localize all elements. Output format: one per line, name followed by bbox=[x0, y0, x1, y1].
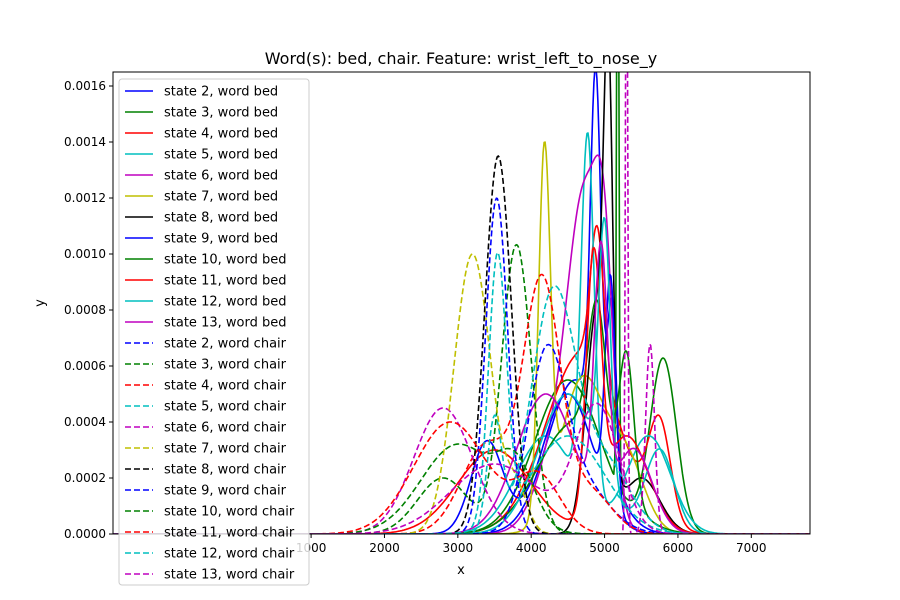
legend-entry: state 10, word chair bbox=[164, 505, 295, 520]
legend-entry: state 2, word chair bbox=[164, 337, 287, 352]
y-axis-label: y bbox=[33, 299, 48, 307]
x-tick-label: 6000 bbox=[663, 541, 694, 555]
legend-entry: state 9, word chair bbox=[164, 484, 287, 499]
legend-entry: state 6, word chair bbox=[164, 421, 287, 436]
series-line-8 bbox=[113, 273, 810, 534]
series-line-24 bbox=[113, 402, 810, 534]
legend-entry: state 11, word bed bbox=[164, 274, 286, 289]
legend-entry: state 6, word bed bbox=[164, 169, 278, 184]
legend-entry: state 4, word chair bbox=[164, 379, 287, 394]
y-tick-label: 0.0010 bbox=[64, 247, 106, 261]
y-tick-label: 0.0000 bbox=[64, 527, 106, 541]
legend-entry: state 12, word chair bbox=[164, 547, 295, 562]
legend: state 2, word bed state 3, word bed state … bbox=[118, 78, 310, 586]
y-tick-label: 0.0012 bbox=[64, 191, 106, 205]
legend-entry: state 3, word bed bbox=[164, 106, 278, 121]
legend-entry: state 8, word bed bbox=[164, 211, 278, 226]
legend-entry: state 3, word chair bbox=[164, 358, 287, 373]
legend-entry: state 5, word bed bbox=[164, 148, 278, 163]
series-line-14 bbox=[113, 243, 810, 534]
series-line-18 bbox=[113, 253, 810, 534]
x-axis-label: x bbox=[457, 563, 465, 578]
legend-entry: state 2, word bed bbox=[164, 85, 278, 100]
legend-entry: state 13, word chair bbox=[164, 568, 295, 583]
plot-frame bbox=[112, 71, 811, 535]
y-tick-label: 0.0014 bbox=[64, 135, 106, 149]
chart-title: Word(s): bed, chair. Feature: wrist_left… bbox=[265, 49, 657, 69]
series-line-17 bbox=[113, 72, 810, 534]
legend-entry: state 8, word chair bbox=[164, 463, 287, 478]
y-tick-label: 0.0002 bbox=[64, 471, 106, 485]
legend-entry: state 7, word bed bbox=[164, 190, 278, 205]
series-line-19 bbox=[113, 155, 810, 534]
x-tick-label: 4000 bbox=[516, 541, 547, 555]
legend-entry: state 5, word chair bbox=[164, 400, 287, 415]
legend-entry: state 7, word chair bbox=[164, 442, 287, 457]
legend-entry: state 4, word bed bbox=[164, 127, 278, 142]
legend-entry: state 9, word bed bbox=[164, 232, 278, 247]
x-tick-label: 7000 bbox=[736, 541, 767, 555]
y-tick-label: 0.0008 bbox=[64, 303, 106, 317]
x-tick-label: 5000 bbox=[589, 541, 620, 555]
legend-box bbox=[118, 78, 310, 586]
legend-entry: state 10, word bed bbox=[164, 253, 286, 268]
y-axis: 0.0000 0.0002 0.0004 0.0006 0.0008 0.0010 0.00… bbox=[64, 79, 113, 541]
y-tick-label: 0.0016 bbox=[64, 79, 106, 93]
x-tick-label: 3000 bbox=[443, 541, 474, 555]
legend-entry: state 13, word bed bbox=[164, 316, 286, 331]
legend-entry: state 12, word bed bbox=[164, 295, 286, 310]
x-tick-label: 2000 bbox=[369, 541, 400, 555]
y-tick-label: 0.0004 bbox=[64, 415, 106, 429]
legend-entry: state 11, word chair bbox=[164, 526, 295, 541]
y-tick-label: 0.0006 bbox=[64, 359, 106, 373]
